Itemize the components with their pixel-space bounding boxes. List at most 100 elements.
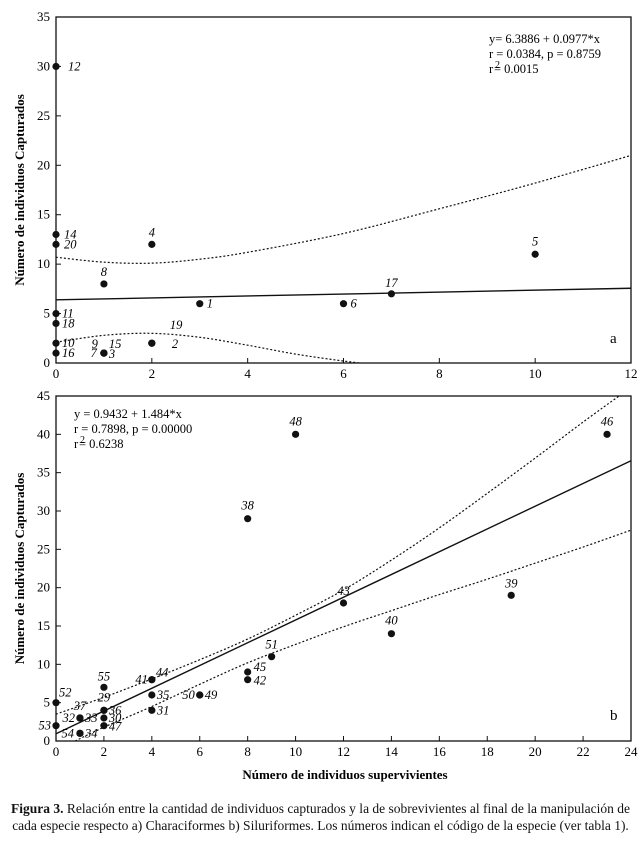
plot-frame (55, 395, 632, 742)
x-tick-label: 4 (149, 744, 156, 759)
data-point (52, 230, 60, 239)
point-label: 36 (108, 703, 122, 717)
point-label: 45 (254, 660, 267, 674)
y-axis-label: Número de individuos Capturados (12, 94, 27, 286)
x-tick-label: 0 (53, 744, 60, 759)
y-tick-label: 5 (44, 306, 51, 321)
data-point (244, 668, 252, 676)
point-label: 5 (532, 234, 538, 248)
regression-line (56, 287, 631, 301)
y-tick-label: 30 (37, 503, 50, 518)
r-squared-symbol: r (74, 437, 79, 451)
data-point (148, 706, 156, 714)
point-label: 10 (62, 336, 75, 350)
confidence-band-lower (56, 332, 365, 363)
data-point (148, 240, 156, 248)
point-label: 2 (172, 337, 178, 351)
x-tick-label: 6 (197, 744, 204, 759)
point-label: 55 (98, 669, 111, 683)
point-label: 46 (601, 414, 614, 428)
point-label: 53 (39, 719, 52, 733)
point-label: 17 (385, 276, 398, 290)
data-point (52, 349, 60, 357)
point-label: 41 (135, 673, 148, 687)
x-tick-label: 10 (289, 744, 302, 759)
panel-b: 0 2 4 6 8 10 12 14 16 18 20 22 24051015202530354045N… (12, 388, 638, 759)
y-tick-label: 25 (37, 541, 50, 556)
data-point (52, 62, 60, 71)
correlation-line: r = 0.0384, p = 0.8759 (489, 47, 601, 61)
data-point (148, 339, 156, 347)
data-point (100, 349, 108, 357)
data-point (100, 280, 108, 288)
data-point (339, 300, 348, 308)
point-label: 6 (351, 297, 358, 311)
y-tick-label: 20 (37, 580, 50, 595)
y-tick-label: 30 (37, 58, 50, 73)
point-label: 48 (289, 414, 302, 428)
data-point (100, 706, 108, 714)
point-label: 47 (109, 720, 122, 734)
point-label: 42 (254, 674, 267, 688)
data-point (531, 250, 539, 258)
point-label: 14 (64, 227, 77, 241)
panel-letter: b (610, 708, 618, 724)
data-point (76, 714, 84, 722)
point-label: 39 (504, 576, 518, 590)
point-label: 33 (84, 711, 98, 725)
x-tick-label: 8 (436, 366, 443, 381)
point-label: 40 (385, 614, 398, 628)
point-label: 38 (240, 499, 254, 513)
x-tick-label: 24 (625, 744, 639, 759)
data-point (196, 691, 204, 699)
x-tick-label: 14 (385, 744, 399, 759)
y-tick-label: 15 (37, 207, 50, 222)
panel-letter: a (610, 331, 617, 347)
data-point (100, 722, 108, 730)
data-point (52, 309, 60, 318)
point-label: 11 (62, 307, 74, 321)
y-tick-label: 45 (37, 388, 50, 403)
data-point (387, 630, 396, 638)
data-point (339, 599, 348, 607)
point-label: 52 (59, 686, 72, 700)
point-label: 3 (108, 347, 115, 361)
data-point (387, 290, 396, 298)
data-point (52, 699, 60, 707)
point-label: 8 (101, 265, 108, 279)
y-tick-label: 10 (37, 256, 50, 271)
point-label: 32 (61, 711, 75, 725)
x-tick-label: 12 (625, 366, 638, 381)
x-tick-label: 12 (337, 744, 350, 759)
y-axis-label: Número de individuos Capturados (12, 473, 27, 665)
data-point (52, 319, 60, 328)
y-tick-label: 40 (37, 426, 50, 441)
point-label: 9 (92, 337, 99, 351)
x-tick-label: 20 (529, 744, 542, 759)
x-tick-label: 8 (244, 744, 251, 759)
data-point (52, 240, 60, 248)
x-axis-label: Número de individuos supervivientes (242, 767, 447, 782)
r-squared-exponent: 2 (80, 435, 85, 446)
x-tick-label: 18 (481, 744, 494, 759)
y-tick-label: 15 (37, 618, 50, 633)
point-label: 49 (205, 688, 218, 702)
x-tick-label: 6 (340, 366, 347, 381)
x-tick-label: 4 (244, 366, 251, 381)
point-label: 30 (108, 711, 122, 725)
data-point (76, 729, 84, 737)
point-label: 7 (91, 346, 98, 360)
regression-line (56, 460, 631, 735)
y-tick-label: 20 (37, 157, 50, 172)
data-point (52, 722, 60, 730)
x-tick-label: 22 (577, 744, 590, 759)
point-label: 35 (156, 688, 170, 702)
point-label: 12 (68, 59, 81, 73)
equation-line: y= 6.3886 + 0.0977*x (489, 32, 601, 46)
r-squared-exponent: 2 (495, 60, 500, 71)
confidence-band-lower (74, 529, 631, 741)
x-tick-label: 2 (101, 744, 108, 759)
point-label: 15 (109, 337, 122, 351)
data-point (52, 339, 60, 347)
